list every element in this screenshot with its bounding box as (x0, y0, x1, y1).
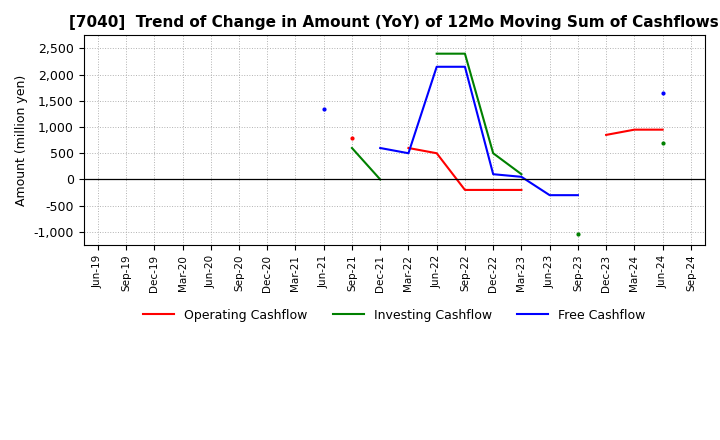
Legend: Operating Cashflow, Investing Cashflow, Free Cashflow: Operating Cashflow, Investing Cashflow, … (138, 304, 651, 327)
Y-axis label: Amount (million yen): Amount (million yen) (15, 74, 28, 206)
Title: [7040]  Trend of Change in Amount (YoY) of 12Mo Moving Sum of Cashflows: [7040] Trend of Change in Amount (YoY) o… (69, 15, 719, 30)
